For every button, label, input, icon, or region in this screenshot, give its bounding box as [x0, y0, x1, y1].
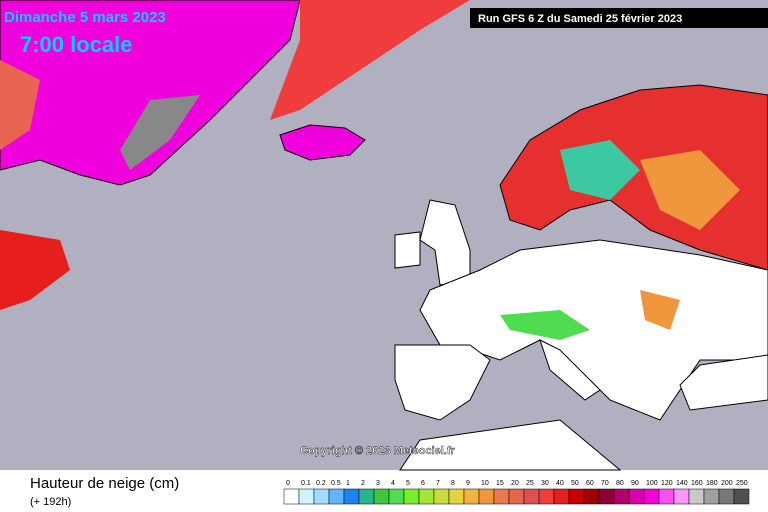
legend-label: 40 — [556, 480, 564, 487]
carpathian-snow — [640, 290, 680, 330]
russia-snow — [640, 150, 740, 230]
legend-label: 140 — [676, 480, 688, 487]
legend-label: 9 — [466, 480, 470, 487]
legend-label: 3 — [376, 480, 380, 487]
legend-label: 0.2 — [316, 480, 326, 487]
legend-swatch — [673, 488, 690, 505]
legend-label: 20 — [511, 480, 519, 487]
legend-label: 30 — [541, 480, 549, 487]
legend-swatch — [568, 488, 585, 505]
greenland-east — [0, 0, 470, 120]
legend-swatch — [628, 488, 645, 505]
legend-swatch — [343, 488, 360, 505]
legend-swatch — [733, 488, 750, 505]
legend-label: 5 — [406, 480, 410, 487]
legend-swatch — [643, 488, 660, 505]
legend-swatch — [313, 488, 330, 505]
legend-subtitle: (+ 192h) — [30, 496, 71, 508]
run-box — [470, 8, 768, 28]
legend-swatch — [283, 488, 300, 505]
legend-label: 100 — [646, 480, 658, 487]
legend-swatch — [433, 488, 450, 505]
legend-label: 1 — [346, 480, 350, 487]
legend-label: 4 — [391, 480, 395, 487]
legend-label: 2 — [361, 480, 365, 487]
legend-label: 160 — [691, 480, 703, 487]
legend-swatch — [463, 488, 480, 505]
legend-label: 120 — [661, 480, 673, 487]
legend-label: 90 — [631, 480, 639, 487]
legend-swatch — [388, 488, 405, 505]
legend-swatch — [598, 488, 615, 505]
legend-swatch — [538, 488, 555, 505]
legend-label: 250 — [736, 480, 748, 487]
legend-label: 8 — [451, 480, 455, 487]
turkey — [679, 354, 768, 411]
legend-scale: 0 0.1 0.2 0.5 1 2 3 4 5 6 7 8 9 10 15 20 25 30 40 50 60 70 80 9… — [283, 480, 750, 505]
legend-label: 0.1 — [301, 480, 311, 487]
sweden-snow — [560, 140, 640, 200]
legend-label: 0 — [286, 480, 290, 487]
legend-label: 0.5 — [331, 480, 341, 487]
legend-swatch — [523, 488, 540, 505]
legend-label: 7 — [436, 480, 440, 487]
iceland — [279, 124, 366, 161]
run-text: Run GFS 6 Z du Samedi 25 février 2023 — [478, 13, 682, 25]
legend-label: 60 — [586, 480, 594, 487]
legend-label: 180 — [706, 480, 718, 487]
greenland — [0, 0, 301, 186]
legend-swatch — [613, 488, 630, 505]
legend-swatch — [703, 488, 720, 505]
italy — [539, 339, 601, 401]
legend-title: Hauteur de neige (cm) — [30, 475, 179, 492]
legend-swatch — [298, 488, 315, 505]
legend-label: 80 — [616, 480, 624, 487]
legend-label: 15 — [496, 480, 504, 487]
north-africa — [399, 419, 622, 471]
canada — [0, 230, 70, 310]
greenland-west — [0, 60, 40, 150]
legend-swatch — [493, 488, 510, 505]
alps-snow — [500, 310, 590, 340]
time-text: 7:00 locale — [20, 32, 133, 57]
legend-swatch — [508, 488, 525, 505]
legend-swatch — [373, 488, 390, 505]
legend-swatch — [403, 488, 420, 505]
legend-swatch — [418, 488, 435, 505]
legend-swatch — [553, 488, 570, 505]
legend-swatch — [328, 488, 345, 505]
legend-swatch — [688, 488, 705, 505]
legend-label: 200 — [721, 480, 733, 487]
legend-label: 6 — [421, 480, 425, 487]
legend-swatch — [583, 488, 600, 505]
legend-swatch — [658, 488, 675, 505]
legend-label: 25 — [526, 480, 534, 487]
ireland — [394, 231, 421, 269]
iberia — [394, 344, 491, 421]
legend-label: 70 — [601, 480, 609, 487]
legend-label: 50 — [571, 480, 579, 487]
legend-swatch — [718, 488, 735, 505]
legend-swatch — [358, 488, 375, 505]
copyright: Copyright © 2023 Meteociel.fr — [300, 445, 456, 457]
greenland-gray — [120, 95, 200, 170]
date-text: Dimanche 5 mars 2023 — [4, 9, 166, 26]
legend-swatch — [448, 488, 465, 505]
legend-label: 10 — [481, 480, 489, 487]
legend-swatch — [478, 488, 495, 505]
